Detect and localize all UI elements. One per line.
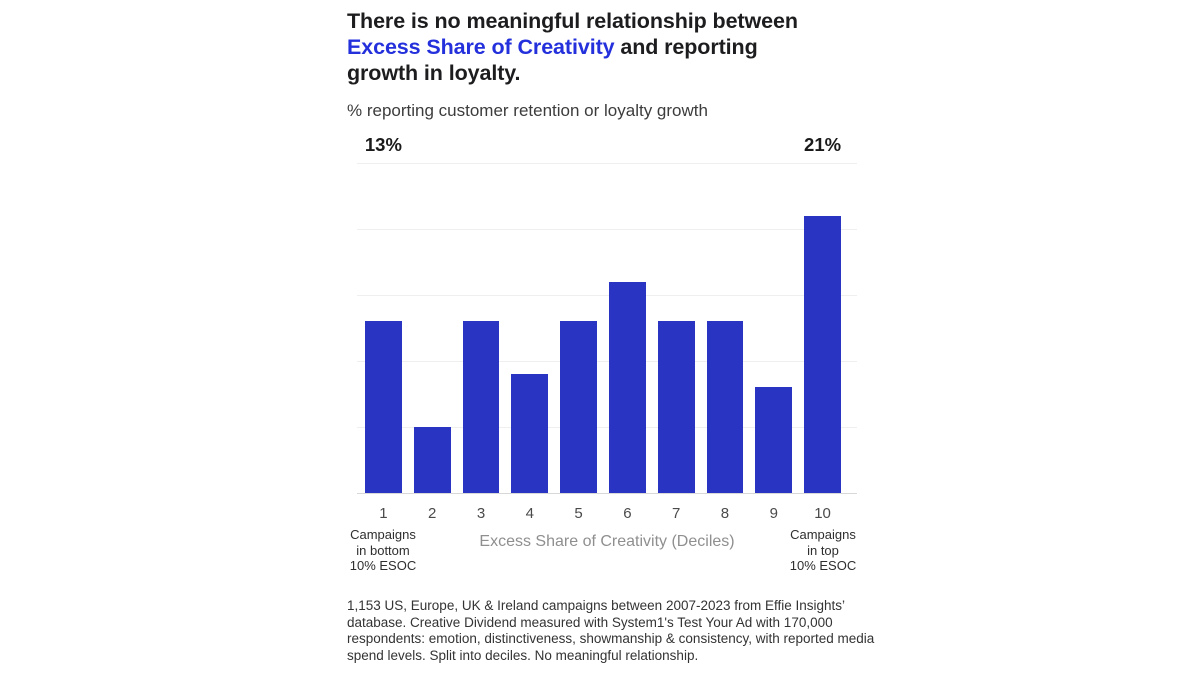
annotation-line: Campaigns bbox=[350, 527, 416, 542]
x-tick: 6 bbox=[623, 505, 632, 522]
annotation-line: Campaigns bbox=[790, 527, 856, 542]
bar-decile-3 bbox=[462, 321, 500, 493]
x-tick: 7 bbox=[672, 505, 681, 522]
x-tick: 2 bbox=[428, 505, 437, 522]
title-text-lead: There is no meaningful relationship betw… bbox=[347, 9, 798, 33]
x-tick: 5 bbox=[574, 505, 583, 522]
bar-slot bbox=[462, 163, 500, 493]
x-axis-ticks: 1 2 3 4 5 6 7 8 9 10 bbox=[365, 505, 841, 522]
bar-slot bbox=[560, 163, 597, 493]
gridline bbox=[357, 229, 857, 230]
gridline bbox=[357, 295, 857, 296]
bar-decile-1 bbox=[365, 321, 402, 493]
bar-slot bbox=[608, 163, 646, 493]
x-tick: 10 bbox=[814, 505, 831, 522]
bar-slot bbox=[413, 163, 451, 493]
x-tick: 4 bbox=[525, 505, 534, 522]
gridline bbox=[357, 427, 857, 428]
header: There is no meaningful relationship betw… bbox=[347, 8, 847, 121]
bar-decile-6 bbox=[608, 281, 646, 493]
bar-decile-8 bbox=[706, 321, 744, 493]
x-tick: 3 bbox=[476, 505, 486, 522]
bar-decile-4 bbox=[511, 374, 549, 493]
bar-decile-2 bbox=[413, 427, 451, 493]
bar-slot bbox=[755, 163, 793, 493]
annotation-line: in top bbox=[807, 542, 839, 558]
bar-decile-7 bbox=[657, 321, 695, 493]
bar-slot bbox=[657, 163, 695, 493]
bar-decile-9 bbox=[755, 387, 793, 493]
bar-slot: 13% bbox=[365, 134, 402, 493]
bar-value-label: 13% bbox=[364, 134, 402, 155]
title-text-tail: and reporting growth in loyalty. bbox=[347, 35, 758, 85]
annotation-line: in bottom bbox=[356, 542, 410, 558]
bar-decile-5 bbox=[560, 321, 597, 493]
annotation-line: 10% ESOC bbox=[789, 558, 857, 573]
x-axis-annotation-left: Campaigns in bottom 10% ESOC bbox=[328, 527, 438, 574]
x-tick: 9 bbox=[769, 505, 778, 522]
bar-value-label: 21% bbox=[804, 134, 842, 155]
x-tick: 8 bbox=[720, 505, 730, 522]
bar-slot bbox=[511, 163, 549, 493]
x-axis-annotation-right: Campaigns in top 10% ESOC bbox=[768, 527, 878, 574]
bar-slot: 21% bbox=[804, 134, 841, 493]
x-tick: 1 bbox=[379, 505, 388, 522]
title-highlight: Excess Share of Creativity bbox=[347, 35, 615, 59]
plot-area: 13% 21% bbox=[357, 134, 857, 494]
bars-group: 13% 21% bbox=[365, 134, 841, 493]
annotation-line: 10% ESOC bbox=[349, 558, 417, 573]
chart-subtitle: % reporting customer retention or loyalt… bbox=[347, 101, 708, 120]
chart-title: There is no meaningful relationship betw… bbox=[347, 8, 825, 86]
bar-slot bbox=[706, 163, 744, 493]
gridline bbox=[357, 361, 857, 362]
bar-chart: 13% 21% 1 2 3 4 5 6 7 8 9 10 Excess Share of Creat… bbox=[350, 134, 857, 583]
gridline bbox=[357, 163, 857, 164]
footnote: 1,153 US, Europe, UK & Ireland campaigns… bbox=[347, 598, 875, 663]
x-axis-label: Excess Share of Creativity (Deciles) bbox=[479, 533, 735, 550]
bar-decile-10 bbox=[804, 215, 841, 493]
